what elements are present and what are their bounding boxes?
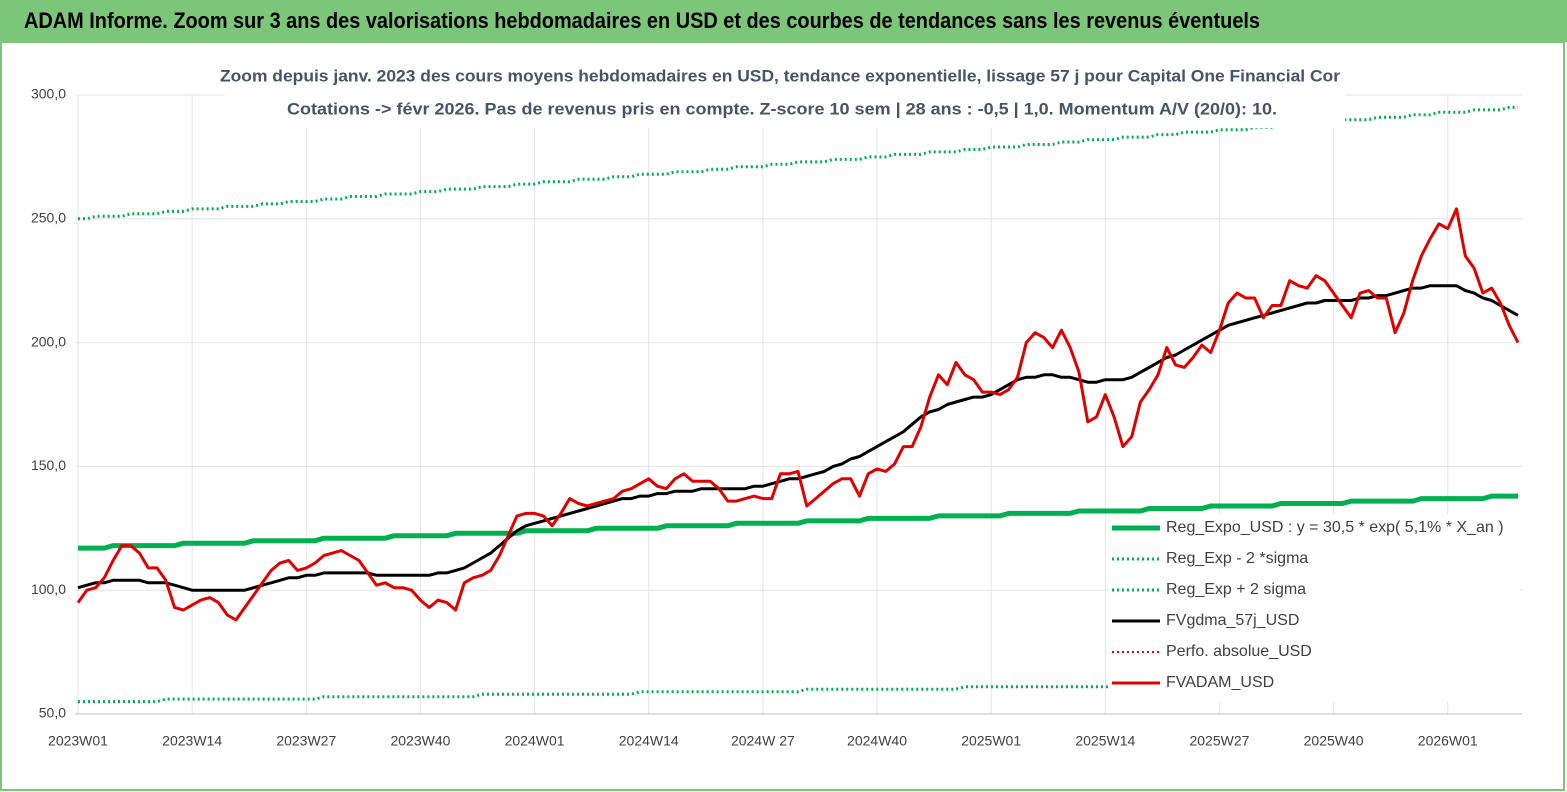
- y-tick-label: 250,0: [31, 210, 66, 226]
- x-tick-label: 2025W40: [1304, 733, 1364, 749]
- series-line: [76, 207, 1520, 622]
- x-tick-label: 2026W01: [1418, 733, 1478, 749]
- x-tick-label: 2025W27: [1189, 733, 1249, 749]
- legend-box: [1108, 514, 1520, 702]
- x-tick-label: 2023W27: [276, 733, 336, 749]
- legend-label: Reg_Exp - 2 *sigma: [1166, 550, 1308, 567]
- y-tick-label: 300,0: [31, 86, 66, 102]
- legend-label: Reg_Exp + 2 sigma: [1166, 581, 1306, 598]
- x-tick-label: 2023W40: [390, 733, 450, 749]
- plot: 50,0 100,0 150,0 200,0 250,0 300,0 2023W01 2023…: [31, 86, 1522, 749]
- x-tick-label: 2025W01: [961, 733, 1021, 749]
- title-box: [225, 62, 1345, 128]
- x-tick-label: 2023W14: [162, 733, 222, 749]
- legend-label: FVgdma_57j_USD: [1166, 612, 1299, 629]
- header-title: ADAM Informe. Zoom sur 3 ans des valoris…: [24, 8, 1260, 33]
- legend: Reg_Expo_USD : y = 30,5 * exp( 5,1% * X_…: [1108, 514, 1520, 702]
- chart-subtitle: Cotations -> févr 2026. Pas de revenus p…: [287, 99, 1277, 118]
- series-line: [78, 493, 1518, 551]
- y-tick-label: 50,0: [39, 705, 66, 721]
- x-tick-label: 2024W40: [847, 733, 907, 749]
- y-tick-label: 150,0: [31, 457, 66, 473]
- header-band: [0, 0, 1567, 42]
- y-tick-label: 100,0: [31, 581, 66, 597]
- frame: [0, 41, 1565, 791]
- legend-label: Perfo. absolue_USD: [1166, 643, 1312, 660]
- y-tick-label: 200,0: [31, 333, 66, 349]
- legend-label: FVADAM_USD: [1166, 674, 1274, 691]
- x-tick-label: 2024W01: [505, 733, 565, 749]
- x-tick-label: 2024W 27: [731, 733, 795, 749]
- chart-title: Zoom depuis janv. 2023 des cours moyens …: [220, 66, 1340, 85]
- x-tick-label: 2023W01: [48, 733, 108, 749]
- x-tick-label: 2025W14: [1075, 733, 1135, 749]
- legend-label: Reg_Expo_USD : y = 30,5 * exp( 5,1% * X_…: [1166, 519, 1504, 536]
- series-line: [78, 677, 1518, 704]
- x-tick-label: 2024W14: [619, 733, 679, 749]
- series-line: [77, 284, 1519, 592]
